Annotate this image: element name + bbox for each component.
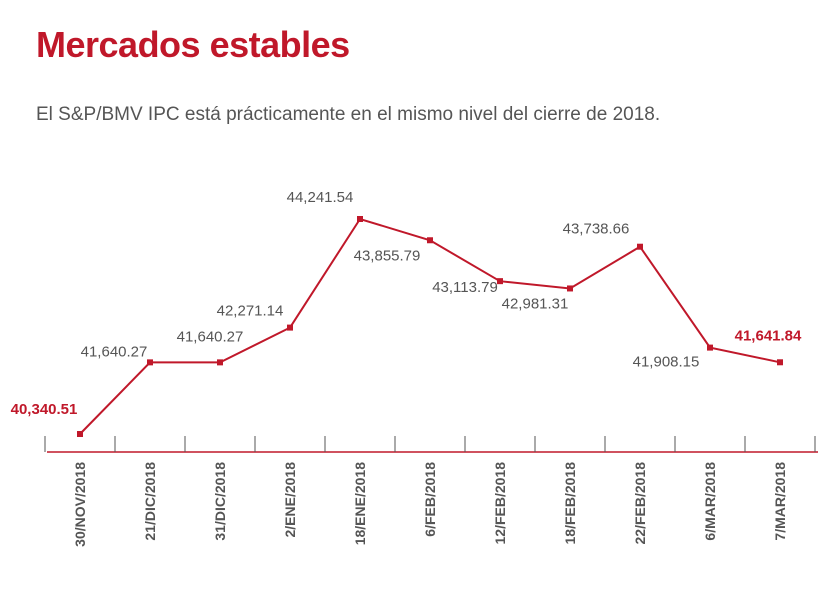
data-label: 40,340.51 — [11, 401, 78, 418]
data-point — [777, 359, 783, 366]
x-tick-label: 22/FEB/2018 — [632, 462, 648, 545]
x-tick-label: 18/FEB/2018 — [562, 462, 578, 545]
data-label: 44,241.54 — [287, 189, 354, 206]
x-tick-label: 18/ENE/2018 — [352, 462, 368, 545]
x-tick-label: 30/NOV/2018 — [72, 462, 88, 547]
data-point — [77, 431, 83, 437]
data-label: 41,641.84 — [735, 327, 802, 344]
data-label: 41,640.27 — [81, 343, 148, 360]
data-point — [497, 278, 503, 285]
data-label: 43,855.79 — [354, 247, 421, 264]
x-tick-label: 21/DIC/2018 — [142, 462, 158, 541]
data-label: 43,738.66 — [563, 221, 630, 238]
data-point — [567, 285, 573, 292]
data-label: 43,113.79 — [432, 279, 498, 296]
data-label: 42,271.14 — [217, 303, 284, 320]
x-tick-label: 12/FEB/2018 — [492, 462, 508, 545]
series-line — [79, 217, 781, 435]
data-point — [637, 243, 643, 250]
x-tick-label: 31/DIC/2018 — [212, 462, 228, 541]
data-label: 42,981.31 — [502, 295, 569, 312]
x-tick-label: 2/ENE/2018 — [282, 462, 298, 538]
data-point — [147, 359, 153, 366]
x-tick-label: 7/MAR/2018 — [772, 462, 788, 541]
x-tick-label: 6/FEB/2018 — [422, 462, 438, 537]
data-point — [427, 237, 433, 244]
data-point — [357, 216, 363, 222]
data-point — [217, 359, 223, 366]
x-tick-label: 6/MAR/2018 — [702, 462, 718, 541]
data-label: 41,640.27 — [177, 328, 244, 345]
data-label: 41,908.15 — [633, 354, 700, 371]
data-point — [707, 344, 713, 351]
chart-subtitle: El S&P/BMV IPC está prácticamente en el … — [36, 104, 661, 125]
data-point — [287, 324, 293, 331]
chart-title: Mercados estables — [36, 24, 350, 65]
